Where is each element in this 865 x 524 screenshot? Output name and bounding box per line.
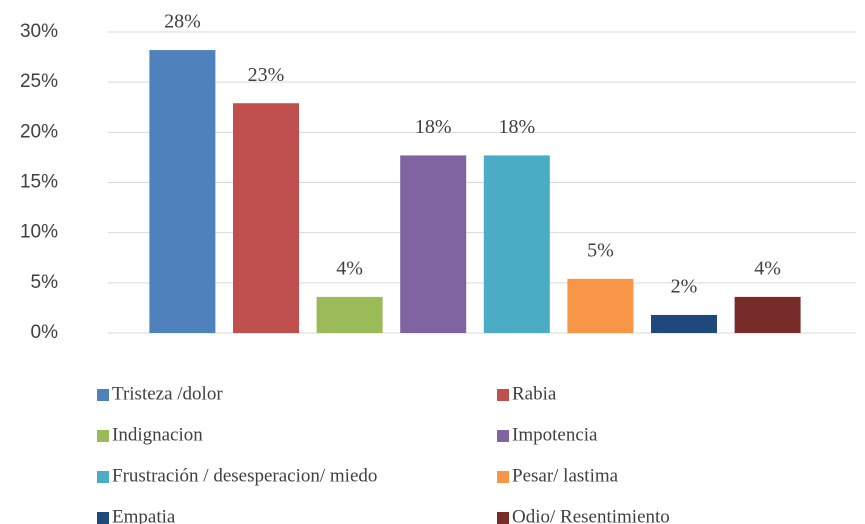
- legend-swatch: [97, 430, 109, 442]
- y-tick-label: 15%: [20, 172, 58, 193]
- legend-label: Rabia: [512, 383, 557, 404]
- y-tick-label: 0%: [31, 322, 59, 343]
- bar: [483, 155, 550, 333]
- y-tick-label: 20%: [20, 121, 58, 142]
- bar: [567, 278, 634, 333]
- bar: [149, 50, 216, 334]
- legend-label: Impotencia: [512, 424, 598, 445]
- y-tick-label: 5%: [31, 272, 59, 293]
- legend-swatch: [497, 389, 509, 401]
- y-tick-label: 10%: [20, 222, 58, 243]
- bar: [233, 103, 299, 333]
- legend-label: Odio/ Resentimiento: [512, 506, 670, 524]
- legend-label: Frustración / desesperacion/ miedo: [112, 465, 377, 486]
- legend-swatch: [97, 389, 109, 401]
- legend-swatch: [497, 471, 509, 483]
- y-tick-label: 25%: [20, 71, 58, 92]
- legend-swatch: [97, 512, 109, 524]
- data-label: 18%: [415, 116, 452, 138]
- legend-swatch: [497, 512, 509, 524]
- bar: [651, 314, 717, 333]
- data-label: 2%: [671, 276, 698, 298]
- legend-label: Indignacion: [112, 424, 203, 445]
- data-label: 18%: [498, 116, 535, 138]
- y-tick-label: 30%: [20, 21, 58, 42]
- data-label: 23%: [248, 64, 285, 86]
- data-label: 4%: [754, 257, 781, 279]
- legend-label: Tristeza /dolor: [112, 383, 223, 404]
- legend-label: Pesar/ lastima: [512, 465, 619, 486]
- legend-swatch: [97, 471, 109, 483]
- bar: [400, 155, 467, 333]
- data-label: 5%: [587, 239, 614, 261]
- data-label: 28%: [164, 11, 201, 33]
- legend-swatch: [497, 430, 509, 442]
- data-label: 4%: [336, 257, 363, 279]
- bar: [316, 296, 383, 333]
- bar: [734, 296, 801, 333]
- legend-label: Empatia: [112, 506, 176, 524]
